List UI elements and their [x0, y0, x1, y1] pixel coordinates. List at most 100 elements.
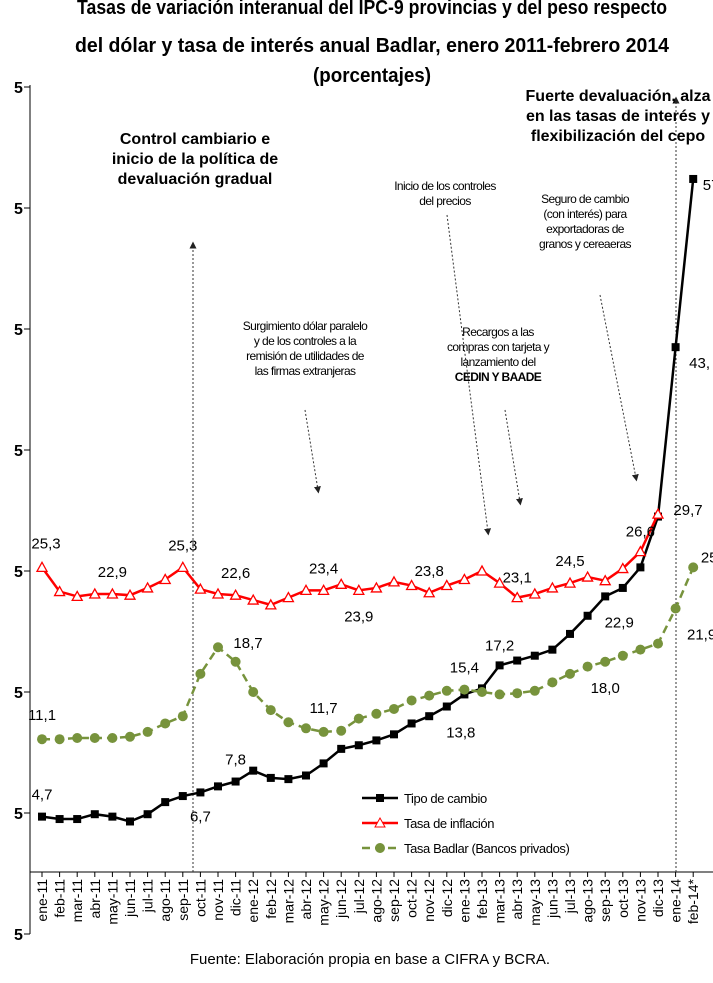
- x-tick-label: feb-12: [263, 879, 279, 919]
- point: [425, 712, 434, 721]
- point: [54, 734, 65, 745]
- annotation: Seguro de cambio: [541, 192, 630, 206]
- data-label: 15,4: [450, 660, 479, 677]
- x-tick-label: may-11: [104, 879, 120, 925]
- point: [196, 788, 205, 797]
- point: [319, 759, 328, 768]
- point: [178, 792, 187, 801]
- x-tick-label: nov-12: [421, 879, 437, 922]
- point: [159, 573, 172, 585]
- annotation: Fuerte devaluación, alza: [526, 88, 711, 105]
- x-tick-label: oct-13: [615, 879, 631, 918]
- x-tick-label: abr-13: [509, 879, 525, 920]
- x-tick-label: jul-12: [351, 879, 367, 914]
- series-line: [41, 178, 695, 823]
- annotation: flexibilización del cepo: [531, 128, 705, 145]
- point: [670, 603, 681, 614]
- point: [458, 573, 471, 585]
- x-tick-label: ene-14: [668, 879, 684, 923]
- point: [565, 668, 575, 679]
- point: [337, 744, 346, 753]
- point: [563, 576, 577, 588]
- x-tick-label: mar-12: [280, 879, 296, 924]
- chart-title: del dólar y tasa de interés anual Badlar…: [75, 35, 670, 57]
- point: [177, 711, 188, 722]
- point: [302, 771, 310, 780]
- point: [513, 656, 522, 665]
- legend-label: Tasa Badlar (Bancos privados): [404, 841, 570, 856]
- x-tick-label: jun-12: [333, 879, 349, 919]
- point: [581, 570, 594, 582]
- annotation: y de los controles a la: [254, 334, 357, 348]
- point: [72, 732, 83, 743]
- annotation: CEDIN Y BAADE: [455, 370, 542, 384]
- point: [143, 810, 152, 819]
- x-tick-label: dic-12: [439, 879, 455, 917]
- point: [248, 687, 259, 697]
- point: [106, 587, 119, 599]
- point: [477, 687, 487, 697]
- arrow: [504, 409, 523, 506]
- x-tick-label: abr-12: [298, 879, 314, 920]
- x-tick-label: may-12: [316, 879, 332, 926]
- point: [142, 726, 153, 737]
- data-label: 11,1: [28, 707, 56, 724]
- point: [284, 775, 293, 784]
- point: [89, 732, 100, 743]
- point: [195, 668, 206, 679]
- y-tick-label: 5: [14, 201, 23, 218]
- point: [618, 583, 627, 592]
- point: [405, 579, 418, 591]
- x-tick-label: oct-12: [404, 879, 420, 918]
- data-label: 17,2: [485, 637, 514, 654]
- x-tick-label: feb-14*: [685, 878, 701, 924]
- annotation: del precios: [419, 194, 471, 208]
- x-tick-label: jun-13: [544, 879, 560, 919]
- y-tick-label: 5: [14, 322, 23, 339]
- point: [107, 732, 118, 743]
- x-tick-label: nov-11: [210, 879, 226, 921]
- point: [352, 584, 365, 596]
- point: [566, 629, 574, 638]
- point: [528, 587, 541, 599]
- point: [441, 685, 452, 696]
- x-tick-label: jun-11: [122, 879, 138, 918]
- data-label: 43,: [689, 355, 710, 372]
- x-tick-label: ago-11: [157, 879, 173, 922]
- point: [407, 719, 416, 728]
- x-tick-label: oct-11: [192, 879, 208, 917]
- x-tick-label: sep-12: [386, 879, 402, 922]
- x-tick-label: ago-12: [368, 879, 384, 923]
- x-tick-label: dic-11: [228, 879, 244, 916]
- point: [90, 810, 99, 819]
- y-tick-label: 5: [14, 685, 23, 702]
- point: [231, 777, 240, 786]
- legend-marker: [374, 816, 386, 828]
- point: [160, 718, 171, 729]
- annotation: Recargos a las: [462, 325, 534, 339]
- point: [616, 562, 629, 574]
- annotation: Control cambiario e: [120, 131, 270, 148]
- point: [548, 645, 557, 654]
- point: [353, 713, 364, 724]
- point: [194, 582, 207, 594]
- data-label: 22,6: [221, 565, 250, 582]
- data-label: 24,5: [555, 553, 584, 570]
- annotation: devaluación gradual: [118, 171, 273, 188]
- point: [530, 651, 539, 660]
- data-label: 21,9: [687, 627, 713, 644]
- point: [318, 726, 329, 737]
- point: [335, 577, 348, 589]
- x-tick-label: jul-11: [140, 879, 156, 913]
- point: [372, 736, 381, 745]
- y-tick-label: 5: [14, 564, 23, 581]
- annotation: compras con tarjeta y: [447, 340, 550, 354]
- point: [636, 563, 645, 572]
- series-line: [42, 566, 695, 741]
- data-label: 7,8: [225, 752, 246, 769]
- data-label: 13,8: [446, 725, 475, 742]
- point: [511, 591, 524, 603]
- point: [512, 688, 523, 699]
- legend-label: Tasa de inflación: [404, 816, 494, 831]
